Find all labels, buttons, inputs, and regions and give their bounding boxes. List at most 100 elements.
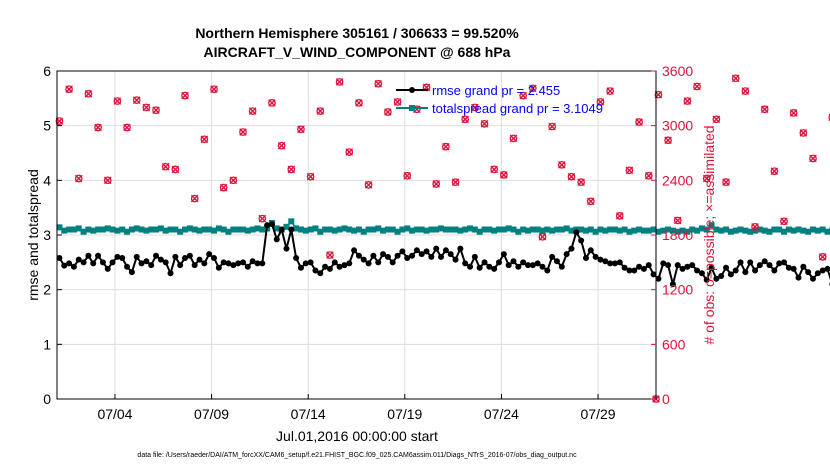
rmse-point	[723, 264, 730, 271]
totalspread-point	[814, 227, 821, 234]
obs-assimilated-point	[316, 107, 325, 115]
totalspread-point	[370, 226, 377, 233]
left-tick-label: 5	[43, 118, 51, 134]
rmse-point	[496, 259, 502, 266]
rmse-point	[607, 260, 614, 267]
rmse-point	[404, 254, 411, 261]
obs-possible-point	[277, 141, 286, 150]
obs-possible-point	[123, 123, 131, 132]
totalspread-point	[312, 225, 319, 232]
rmse-point	[800, 263, 807, 270]
obs-count-series	[55, 74, 830, 403]
rmse-point	[718, 273, 725, 279]
obs-assimilated-point	[683, 97, 692, 105]
obs-assimilated-point	[799, 129, 808, 137]
x-tick-label: 07/19	[387, 406, 422, 422]
obs-possible-point	[809, 154, 817, 163]
obs-possible-point	[103, 176, 112, 185]
totalspread-point	[737, 226, 744, 233]
totalspread-point	[476, 228, 483, 235]
rmse-point	[220, 259, 227, 266]
rmse-point	[128, 269, 135, 276]
totalspread-point	[462, 226, 469, 233]
rmse-point	[225, 260, 232, 267]
totalspread-point	[766, 228, 773, 235]
obs-assimilated-point	[306, 172, 315, 181]
totalspread-point	[723, 226, 730, 233]
totalspread-point	[467, 225, 474, 232]
obs-possible-point	[470, 103, 479, 112]
obs-assimilated-point	[702, 174, 711, 183]
rmse-point	[587, 247, 594, 254]
obs-assimilated-point	[577, 178, 585, 186]
rmse-point	[259, 260, 266, 267]
obs-possible-point	[94, 123, 102, 132]
obs-assimilated-point	[509, 134, 518, 143]
obs-assimilated-point	[586, 197, 595, 206]
totalspread-point	[307, 226, 314, 233]
obs-assimilated-point	[558, 161, 566, 169]
rmse-point	[611, 260, 618, 267]
legend-rmse-label: rmse grand pr = 2.455	[432, 83, 560, 98]
rmse-point	[370, 252, 377, 259]
obs-possible-point	[693, 82, 701, 91]
obs-possible-point	[200, 135, 209, 144]
totalspread-point	[433, 226, 440, 233]
totalspread-point	[631, 227, 638, 234]
rmse-point	[790, 265, 797, 272]
rmse-point	[669, 281, 676, 288]
rmse-point	[278, 226, 285, 233]
totalspread-point	[162, 227, 169, 234]
rmse-point	[602, 258, 609, 265]
rmse-point	[230, 262, 237, 269]
totalspread-point	[645, 227, 652, 234]
totalspread-point	[360, 228, 367, 235]
totalspread-point	[244, 227, 251, 234]
obs-possible-point	[528, 84, 537, 93]
totalspread-point	[587, 226, 594, 233]
totalspread-point	[520, 226, 527, 233]
totalspread-point	[288, 218, 295, 225]
totalspread-point	[104, 225, 111, 232]
rmse-point	[471, 253, 478, 260]
obs-possible-point	[461, 115, 470, 124]
totalspread-point	[761, 227, 768, 234]
rmse-point	[476, 264, 483, 271]
rmse-point	[713, 275, 720, 282]
obs-assimilated-point	[809, 154, 817, 163]
rmse-point	[660, 260, 667, 267]
rmse-point	[365, 260, 372, 267]
totalspread-point	[206, 226, 213, 233]
obs-possible-point	[731, 74, 740, 83]
totalspread-point	[177, 228, 184, 235]
rmse-point	[80, 259, 87, 266]
rmse-point	[95, 252, 102, 259]
totalspread-point	[124, 228, 131, 235]
rmse-point	[457, 245, 464, 252]
rmse-point	[307, 259, 314, 266]
rmse-point	[380, 251, 387, 258]
obs-possible-point	[519, 91, 528, 100]
totalspread-point	[80, 228, 87, 235]
totalspread-point	[254, 225, 261, 232]
rmse-point	[244, 263, 251, 270]
totalspread-point	[582, 227, 589, 234]
obs-assimilated-point	[364, 181, 373, 189]
rmse-point	[597, 256, 604, 263]
totalspread-point	[785, 226, 792, 233]
totalspread-point	[128, 226, 135, 233]
rmse-point	[694, 267, 701, 274]
rmse-point	[563, 251, 570, 258]
obs-possible-point	[644, 171, 653, 180]
totalspread-point	[423, 227, 430, 234]
obs-possible-point	[248, 107, 257, 115]
x-tick-label: 07/24	[484, 406, 519, 422]
rmse-point	[665, 262, 672, 269]
rmse-point	[297, 264, 304, 271]
obs-possible-point	[152, 106, 160, 115]
rmse-point	[819, 267, 826, 274]
obs-possible-point	[442, 142, 450, 151]
totalspread-point	[534, 226, 541, 233]
rmse-point	[534, 260, 541, 267]
